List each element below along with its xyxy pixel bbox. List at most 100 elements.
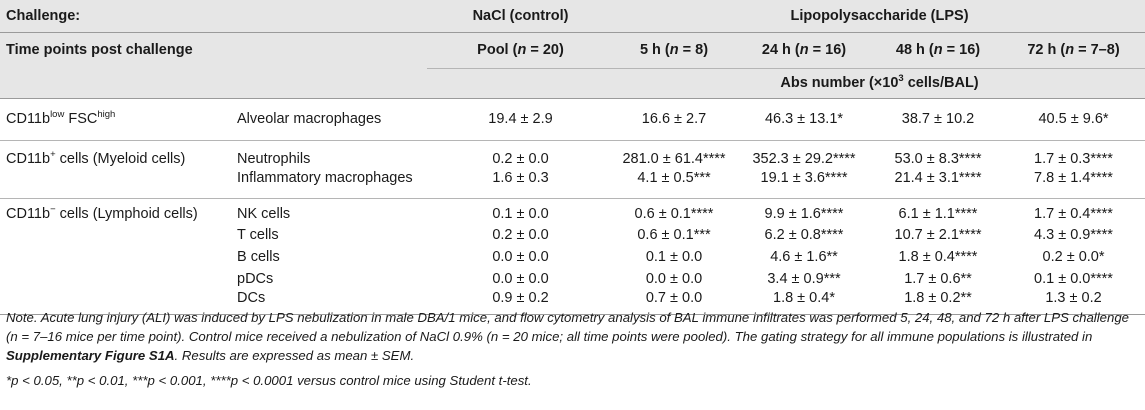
t5-n-symbol: n bbox=[669, 42, 679, 58]
t48-header: 48 h (n = 16) bbox=[874, 32, 1002, 69]
value-nacl: 0.0 ± 0.0 bbox=[492, 271, 549, 287]
value-72h: 4.3 ± 0.9**** bbox=[1034, 227, 1113, 243]
cell-type: T cells bbox=[237, 227, 279, 243]
t72-n-symbol: n bbox=[1065, 42, 1075, 58]
group-cd11b-low: CD11blow FSChigh bbox=[0, 98, 237, 141]
group-3-sup: − bbox=[50, 204, 56, 216]
value-24h: 46.3 ± 13.1* bbox=[734, 98, 874, 141]
significance-footnote: *p < 0.05, **p < 0.01, ***p < 0.001, ***… bbox=[6, 373, 532, 388]
value-5h: 0.6 ± 0.1**** bbox=[634, 206, 714, 222]
table-row: Inflammatory macrophages 1.6 ± 0.3 4.1 ±… bbox=[0, 170, 1145, 199]
table-row: B cells 0.0 ± 0.0 0.1 ± 0.0 4.6 ± 1.6** … bbox=[0, 246, 1145, 268]
value-nacl: 0.0 ± 0.0 bbox=[492, 249, 549, 265]
abs-number-tail: cells/BAL) bbox=[903, 75, 979, 91]
value-72h: 0.1 ± 0.0**** bbox=[1034, 271, 1113, 287]
value-72h: 7.8 ± 1.4**** bbox=[1002, 170, 1145, 199]
group-2-sup: + bbox=[50, 149, 56, 161]
group-cd11b-minus: CD11b− cells (Lymphoid cells) bbox=[0, 198, 237, 224]
abs-number-label: Abs number (×103 cells/BAL) bbox=[614, 68, 1145, 99]
value-72h: 1.7 ± 0.3**** bbox=[1034, 151, 1113, 167]
data-table: Challenge: NaCl (control) Lipopolysaccha… bbox=[0, 0, 1145, 315]
value-24h: 4.6 ± 1.6** bbox=[770, 249, 838, 265]
value-24h: 1.8 ± 0.4* bbox=[734, 290, 874, 315]
header-row-challenge: Challenge: NaCl (control) Lipopolysaccha… bbox=[0, 0, 1145, 33]
value-5h: 0.6 ± 0.1*** bbox=[637, 227, 711, 243]
value-72h: 1.7 ± 0.4**** bbox=[1034, 206, 1113, 222]
t72-header: 72 h (n = 7–8) bbox=[1002, 32, 1145, 69]
note-paragraph: Note. Acute lung injury (ALI) was induce… bbox=[6, 308, 1136, 365]
table-row: CD11blow FSChigh Alveolar macrophages 19… bbox=[0, 98, 1145, 141]
lps-header: Lipopolysaccharide (LPS) bbox=[614, 0, 1145, 33]
t48-n-symbol: n bbox=[933, 42, 943, 58]
value-24h: 6.2 ± 0.8**** bbox=[764, 227, 844, 243]
group-1-pre: CD11b bbox=[6, 110, 51, 127]
value-48h: 1.8 ± 0.2** bbox=[874, 290, 1002, 315]
table-row: CD11b+ cells (Myeloid cells) Neutrophils… bbox=[0, 140, 1145, 170]
value-nacl: 1.6 ± 0.3 bbox=[427, 170, 614, 199]
pool-n-value: = 20 bbox=[526, 42, 559, 58]
t72-n-value: = 7–8 bbox=[1074, 42, 1115, 58]
group-1-mid: FSC bbox=[64, 110, 98, 127]
value-5h: 0.1 ± 0.0 bbox=[645, 249, 703, 265]
t24-n-value: = 16 bbox=[808, 42, 842, 58]
value-48h: 53.0 ± 8.3**** bbox=[894, 151, 982, 167]
value-nacl: 19.4 ± 2.9 bbox=[427, 98, 614, 141]
abs-number-exponent: 3 bbox=[898, 73, 904, 85]
group-3-post: cells (Lymphoid cells) bbox=[55, 206, 198, 222]
table-row: T cells 0.2 ± 0.0 0.6 ± 0.1*** 6.2 ± 0.8… bbox=[0, 224, 1145, 246]
challenge-label: Challenge: bbox=[0, 0, 427, 33]
note-text-end: . Results are expressed as mean ± SEM. bbox=[174, 348, 415, 363]
value-5h: 281.0 ± 61.4**** bbox=[622, 151, 726, 167]
cell-type: Neutrophils bbox=[237, 151, 311, 167]
abs-number-text: Abs number (×10 bbox=[780, 75, 899, 91]
t24-header: 24 h (n = 16) bbox=[734, 32, 874, 69]
value-5h: 4.1 ± 0.5*** bbox=[614, 170, 734, 199]
value-5h: 16.6 ± 2.7 bbox=[614, 98, 734, 141]
group-2-pre: CD11b bbox=[6, 151, 51, 167]
pool-n-symbol: n bbox=[517, 42, 527, 58]
value-5h: 0.0 ± 0.0 bbox=[645, 271, 703, 287]
table-row: CD11b− cells (Lymphoid cells) NK cells 0… bbox=[0, 198, 1145, 224]
t72-name: 72 h bbox=[1027, 42, 1057, 58]
t48-name: 48 h bbox=[895, 42, 925, 58]
group-3-pre: CD11b bbox=[6, 206, 51, 222]
t5-n-value: = 8 bbox=[678, 42, 704, 58]
header-row-abs: Abs number (×103 cells/BAL) bbox=[0, 68, 1145, 99]
t5-header: 5 h (n = 8) bbox=[614, 32, 734, 69]
t48-n-value: = 16 bbox=[942, 42, 976, 58]
table-row: pDCs 0.0 ± 0.0 0.0 ± 0.0 3.4 ± 0.9*** 1.… bbox=[0, 268, 1145, 290]
nacl-header: NaCl (control) bbox=[427, 0, 614, 33]
cell-type: Inflammatory macrophages bbox=[237, 170, 427, 199]
table-row: DCs 0.9 ± 0.2 0.7 ± 0.0 1.8 ± 0.4* 1.8 ±… bbox=[0, 290, 1145, 315]
value-48h: 10.7 ± 2.1**** bbox=[894, 227, 982, 243]
value-nacl: 0.1 ± 0.0 bbox=[492, 206, 549, 222]
cell-type: NK cells bbox=[237, 206, 291, 222]
value-48h: 1.7 ± 0.6** bbox=[904, 271, 972, 287]
value-48h: 21.4 ± 3.1**** bbox=[874, 170, 1002, 199]
supplementary-figure-link[interactable]: Supplementary Figure S1A bbox=[6, 348, 175, 363]
value-48h: 1.8 ± 0.4**** bbox=[898, 249, 978, 265]
group-cd11b-plus: CD11b+ cells (Myeloid cells) bbox=[0, 140, 237, 170]
timepoints-label: Time points post challenge bbox=[6, 42, 193, 59]
pool-header: Pool (n = 20) bbox=[427, 32, 614, 69]
value-nacl: 0.2 ± 0.0 bbox=[492, 151, 549, 167]
t5-name: 5 h bbox=[639, 42, 661, 58]
value-72h: 0.2 ± 0.0* bbox=[1042, 249, 1105, 265]
cell-type: DCs bbox=[237, 290, 427, 315]
value-24h: 3.4 ± 0.9*** bbox=[767, 271, 841, 287]
value-nacl: 0.2 ± 0.0 bbox=[492, 227, 549, 243]
header-row-timepoints: Time points post challenge Pool (n = 20)… bbox=[0, 32, 1145, 69]
group-1-sup1: low bbox=[50, 108, 65, 120]
value-24h: 19.1 ± 3.6**** bbox=[734, 170, 874, 199]
group-1-sup2: high bbox=[97, 108, 116, 120]
value-48h: 6.1 ± 1.1**** bbox=[898, 206, 978, 222]
value-48h: 38.7 ± 10.2 bbox=[874, 98, 1002, 141]
note-text: Note. Acute lung injury (ALI) was induce… bbox=[6, 310, 1129, 344]
pool-name: Pool bbox=[477, 42, 509, 58]
cell-type: B cells bbox=[237, 249, 280, 265]
value-5h: 0.7 ± 0.0 bbox=[614, 290, 734, 315]
group-2-post: cells (Myeloid cells) bbox=[55, 151, 186, 167]
cell-type: pDCs bbox=[237, 271, 274, 287]
t24-n-symbol: n bbox=[799, 42, 809, 58]
